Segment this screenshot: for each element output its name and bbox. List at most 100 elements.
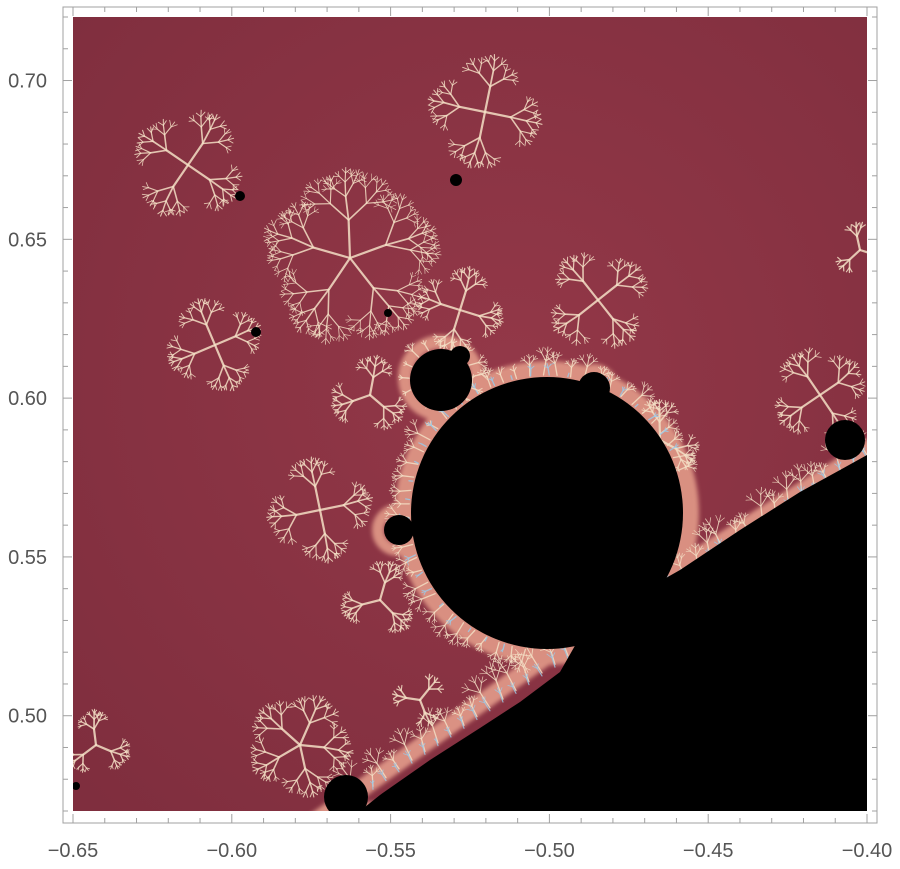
filament-branch <box>327 777 333 778</box>
filament-branch <box>611 376 612 381</box>
filament-branch <box>838 369 839 383</box>
filament-branch <box>382 562 383 566</box>
filament-branch <box>67 758 70 760</box>
filament-branch <box>481 58 482 64</box>
filament-branch <box>478 362 484 363</box>
filament-branch <box>327 548 328 557</box>
filament-branch <box>65 753 69 754</box>
filament-branch <box>404 350 407 351</box>
filament-branch <box>879 262 884 263</box>
filament-branch <box>67 758 69 761</box>
filament-branch <box>244 372 249 373</box>
filament-branch <box>788 407 801 408</box>
filament-branch <box>168 357 174 358</box>
y-tick-label: 0.60 <box>8 388 47 410</box>
filament-branch <box>141 153 151 154</box>
filament-branch <box>469 271 470 279</box>
filament-branch <box>745 513 746 517</box>
filament-branch <box>881 256 886 258</box>
filament-branch <box>881 257 883 262</box>
y-tick-label: 0.50 <box>8 706 47 728</box>
filament-branch <box>881 251 886 252</box>
filament-branch <box>399 578 403 579</box>
minibrot-5 <box>72 782 80 790</box>
filament-branch <box>143 141 153 142</box>
filament-branch <box>461 273 462 281</box>
filament-branch <box>65 754 68 756</box>
filament-branch <box>313 695 314 700</box>
x-tick-label: −0.60 <box>206 840 257 862</box>
filament-branch <box>881 257 886 260</box>
filament-branch <box>311 463 312 472</box>
filament-branch <box>252 762 258 763</box>
x-tick-label: −0.65 <box>48 840 99 862</box>
minibrot-1 <box>235 191 245 201</box>
x-tick-label: −0.55 <box>365 840 416 862</box>
x-tick-label: −0.45 <box>683 840 734 862</box>
filament-branch <box>440 342 441 348</box>
filament-branch <box>873 254 878 261</box>
filament-branch <box>67 760 70 762</box>
filament-branch <box>223 201 224 207</box>
filament-branch <box>351 760 352 767</box>
bulb-right-edge <box>825 420 865 460</box>
filament-branch <box>427 612 435 613</box>
filament-branch <box>66 751 68 754</box>
filament-branch <box>650 398 651 402</box>
x-tick-label: −0.40 <box>842 840 893 862</box>
y-tick-label: 0.65 <box>8 229 47 251</box>
filament-branch <box>641 282 648 283</box>
filament-branch <box>617 272 618 286</box>
filament-branch <box>878 262 879 268</box>
filament-branch <box>258 728 267 729</box>
filament-branch <box>406 499 410 500</box>
filament-branch <box>650 408 656 409</box>
filament-branch <box>70 766 73 768</box>
filament-branch <box>325 338 326 344</box>
filament-branch <box>403 378 410 379</box>
filament-branch <box>345 182 346 197</box>
period-bulb-large <box>411 377 683 649</box>
filament-branch <box>409 572 414 573</box>
filament-branch <box>267 728 282 729</box>
filament-branch <box>808 353 809 362</box>
filament-branch <box>577 330 578 339</box>
filament-branch <box>334 757 335 766</box>
filament-branch <box>306 204 316 205</box>
filament-branch <box>318 179 319 185</box>
filament-branch <box>258 717 263 718</box>
filament-branch <box>401 627 402 632</box>
minibrot-2 <box>450 174 462 186</box>
filament-branch <box>347 752 353 753</box>
filament-branch <box>565 314 579 315</box>
filament-branch <box>856 228 857 237</box>
filament-branch <box>281 715 282 729</box>
filament-branch <box>421 247 431 248</box>
bulb-upper-right <box>578 372 610 404</box>
filament-branch <box>786 478 787 489</box>
filament-branch <box>316 554 317 560</box>
filament-branch <box>330 472 335 473</box>
filament-branch <box>395 406 402 407</box>
filament-branch <box>851 225 852 231</box>
filament-branch <box>66 758 69 759</box>
filament-branch <box>395 419 396 423</box>
filament-branch <box>68 754 74 755</box>
filament-branch <box>94 709 95 713</box>
minibrot-4 <box>384 309 392 317</box>
filament-branch <box>429 674 430 680</box>
x-tick-label: −0.50 <box>524 840 575 862</box>
filament-branch <box>881 249 886 251</box>
filament-branch <box>70 765 71 769</box>
filament-branch <box>394 623 395 629</box>
filament-branch <box>126 756 130 757</box>
filament-branch <box>392 548 396 549</box>
y-tick-label: 0.55 <box>8 547 47 569</box>
y-tick-label: 0.70 <box>8 71 47 93</box>
filament-branch <box>328 290 329 315</box>
filament-branch <box>68 765 71 767</box>
filament-branch <box>783 415 791 416</box>
filament-branch <box>349 220 350 258</box>
